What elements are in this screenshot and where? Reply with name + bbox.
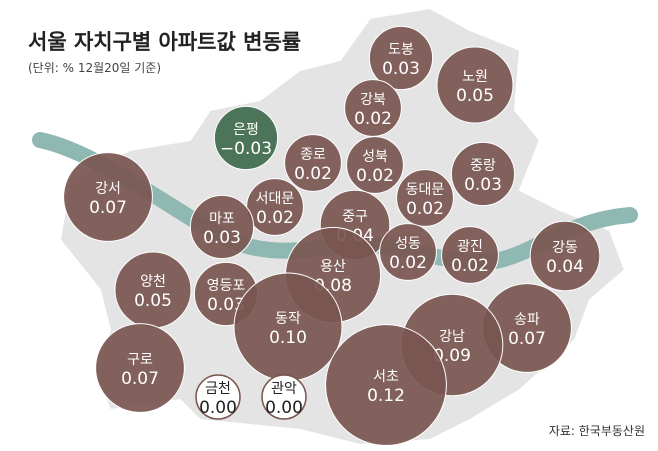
district-name: 서대문 bbox=[256, 191, 295, 207]
district-name: 동대문 bbox=[406, 182, 445, 198]
district-name: 중구 bbox=[342, 209, 368, 225]
district-name: 양천 bbox=[140, 274, 166, 290]
district-bubble bbox=[396, 169, 454, 227]
district-bubble bbox=[213, 105, 279, 171]
district-bubble bbox=[95, 323, 185, 413]
district-bubble bbox=[284, 134, 342, 192]
district-value: 0.03 bbox=[464, 175, 502, 195]
district-value: 0.02 bbox=[406, 199, 444, 219]
district-name: 금천 bbox=[205, 381, 231, 397]
district-value: 0.03 bbox=[382, 59, 420, 79]
district-name: 성동 bbox=[395, 236, 421, 252]
district-name: 구로 bbox=[127, 352, 153, 368]
district-name: 노원 bbox=[462, 69, 488, 85]
district-value: 0.05 bbox=[134, 291, 172, 311]
district-value: 0.10 bbox=[269, 328, 307, 348]
district-name: 강서 bbox=[95, 181, 121, 197]
district-bubble bbox=[195, 374, 241, 420]
district-value: −0.03 bbox=[220, 139, 272, 159]
district-value: 0.09 bbox=[433, 346, 471, 366]
district-value: 0.02 bbox=[294, 164, 332, 184]
district-value: 0.05 bbox=[456, 86, 494, 106]
district-bubble bbox=[261, 374, 307, 420]
district-value: 0.03 bbox=[207, 295, 245, 315]
district-name: 관악 bbox=[271, 381, 297, 397]
district-bubble bbox=[63, 152, 153, 242]
district-value: 0.07 bbox=[89, 198, 127, 218]
district-value: 0.04 bbox=[546, 257, 584, 277]
district-value: 0.00 bbox=[199, 398, 237, 418]
district-name: 광진 bbox=[457, 239, 483, 255]
district-bubble bbox=[114, 251, 192, 329]
district-name: 성북 bbox=[362, 149, 388, 165]
district-value: 0.00 bbox=[265, 398, 303, 418]
district-name: 강북 bbox=[360, 92, 386, 108]
district-name: 도봉 bbox=[388, 42, 414, 58]
district-bubble bbox=[233, 272, 343, 382]
district-value: 0.02 bbox=[356, 166, 394, 186]
district-name: 영등포 bbox=[207, 278, 246, 294]
district-name: 종로 bbox=[300, 147, 326, 163]
district-value: 0.07 bbox=[121, 369, 159, 389]
subtitle: (단위: % 12월20일 기준) bbox=[28, 61, 161, 75]
district-bubble bbox=[189, 194, 255, 260]
district-bubble bbox=[379, 223, 437, 281]
district-bubble bbox=[368, 25, 434, 91]
district-value: 0.02 bbox=[354, 109, 392, 129]
district-name: 서초 bbox=[373, 369, 399, 385]
district-bubble bbox=[346, 136, 404, 194]
district-name: 중랑 bbox=[470, 158, 496, 174]
title: 서울 자치구별 아파트값 변동률 bbox=[28, 30, 301, 54]
source: 자료: 한국부동산원 bbox=[549, 424, 645, 438]
district-name: 용산 bbox=[320, 259, 346, 275]
district-value: 0.02 bbox=[389, 253, 427, 273]
district-value: 0.07 bbox=[508, 329, 546, 349]
district-value: 0.02 bbox=[256, 208, 294, 228]
district-value: 0.12 bbox=[367, 386, 405, 406]
district-name: 마포 bbox=[209, 211, 235, 227]
district-bubble bbox=[436, 46, 514, 124]
district-bubble bbox=[529, 220, 601, 292]
district-value: 0.02 bbox=[451, 256, 489, 276]
district-value: 0.03 bbox=[203, 228, 241, 248]
district-name: 강남 bbox=[439, 329, 465, 345]
district-name: 강동 bbox=[552, 240, 578, 256]
district-name: 송파 bbox=[514, 312, 540, 328]
district-bubble bbox=[441, 226, 499, 284]
district-name: 은평 bbox=[233, 122, 259, 138]
district-bubble bbox=[325, 324, 447, 446]
district-name: 동작 bbox=[275, 311, 301, 327]
district-bubble bbox=[450, 141, 516, 207]
